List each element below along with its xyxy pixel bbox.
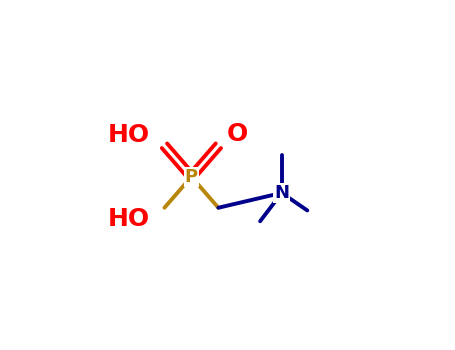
Text: HO: HO — [107, 123, 150, 147]
Text: P: P — [185, 168, 198, 186]
Text: N: N — [274, 184, 289, 202]
Text: HO: HO — [107, 206, 150, 231]
Text: O: O — [227, 122, 248, 146]
